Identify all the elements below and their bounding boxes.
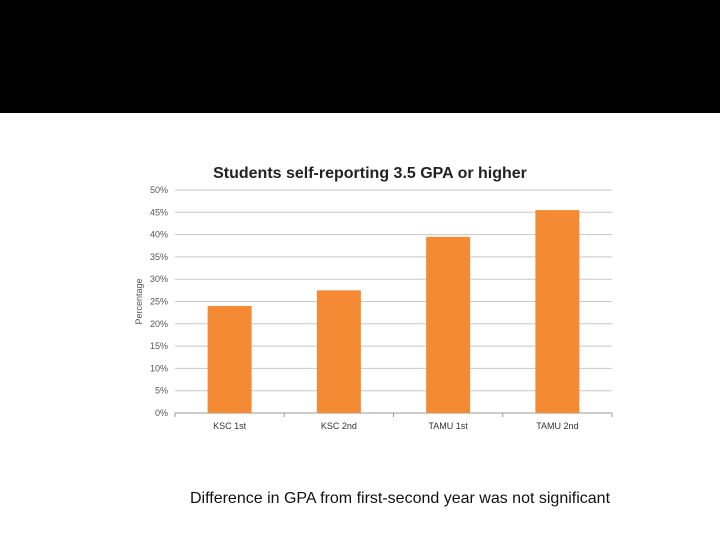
- bar: [535, 210, 580, 413]
- y-tick-label: 35%: [150, 252, 168, 262]
- bar: [316, 290, 361, 413]
- x-tick-label: TAMU 1st: [428, 421, 468, 431]
- y-tick-label: 10%: [150, 363, 168, 373]
- bar: [207, 305, 252, 413]
- y-tick-label: 20%: [150, 319, 168, 329]
- y-tick-label: 25%: [150, 297, 168, 307]
- y-tick-label: 0%: [155, 408, 168, 418]
- slide-header-band: [0, 0, 720, 113]
- bars: [207, 210, 580, 413]
- chart-svg: Students self-reporting 3.5 GPA or highe…: [134, 165, 613, 431]
- x-tick-label: KSC 1st: [213, 421, 247, 431]
- chart-title: Students self-reporting 3.5 GPA or highe…: [213, 165, 527, 182]
- x-tick-label: KSC 2nd: [321, 421, 357, 431]
- slide-caption: Difference in GPA from first-second year…: [189, 490, 611, 507]
- bar-chart: Students self-reporting 3.5 GPA or highe…: [120, 155, 620, 445]
- y-tick-label: 30%: [150, 274, 168, 284]
- x-axis-ticks: KSC 1st KSC 2nd TAMU 1st TAMU 2nd: [174, 413, 613, 431]
- x-tick-label: TAMU 2nd: [536, 421, 578, 431]
- y-tick-label: 50%: [150, 185, 168, 195]
- bar: [426, 236, 471, 413]
- y-tick-label: 15%: [150, 341, 168, 351]
- y-tick-label: 45%: [150, 207, 168, 217]
- y-tick-label: 40%: [150, 230, 168, 240]
- y-axis-label: Percentage: [134, 278, 144, 324]
- y-axis-ticks: 0% 5% 10% 15% 20% 25% 30% 35% 40% 45% 50%: [150, 185, 168, 418]
- y-tick-label: 5%: [155, 386, 168, 396]
